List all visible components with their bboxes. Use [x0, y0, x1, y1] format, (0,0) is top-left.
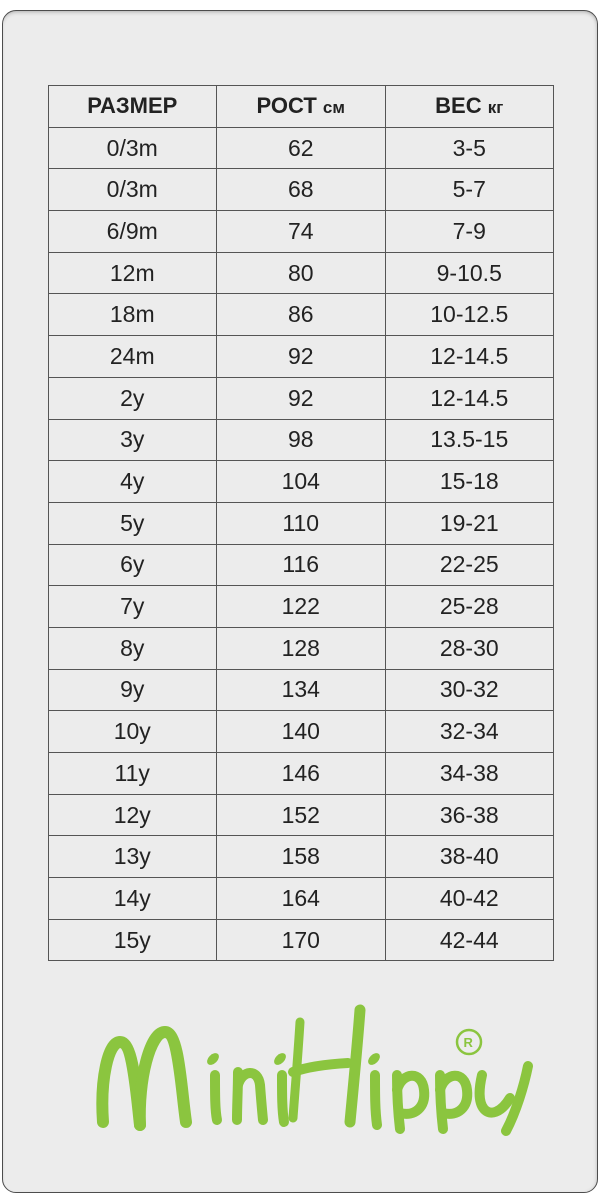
svg-text:R: R [464, 1035, 474, 1050]
